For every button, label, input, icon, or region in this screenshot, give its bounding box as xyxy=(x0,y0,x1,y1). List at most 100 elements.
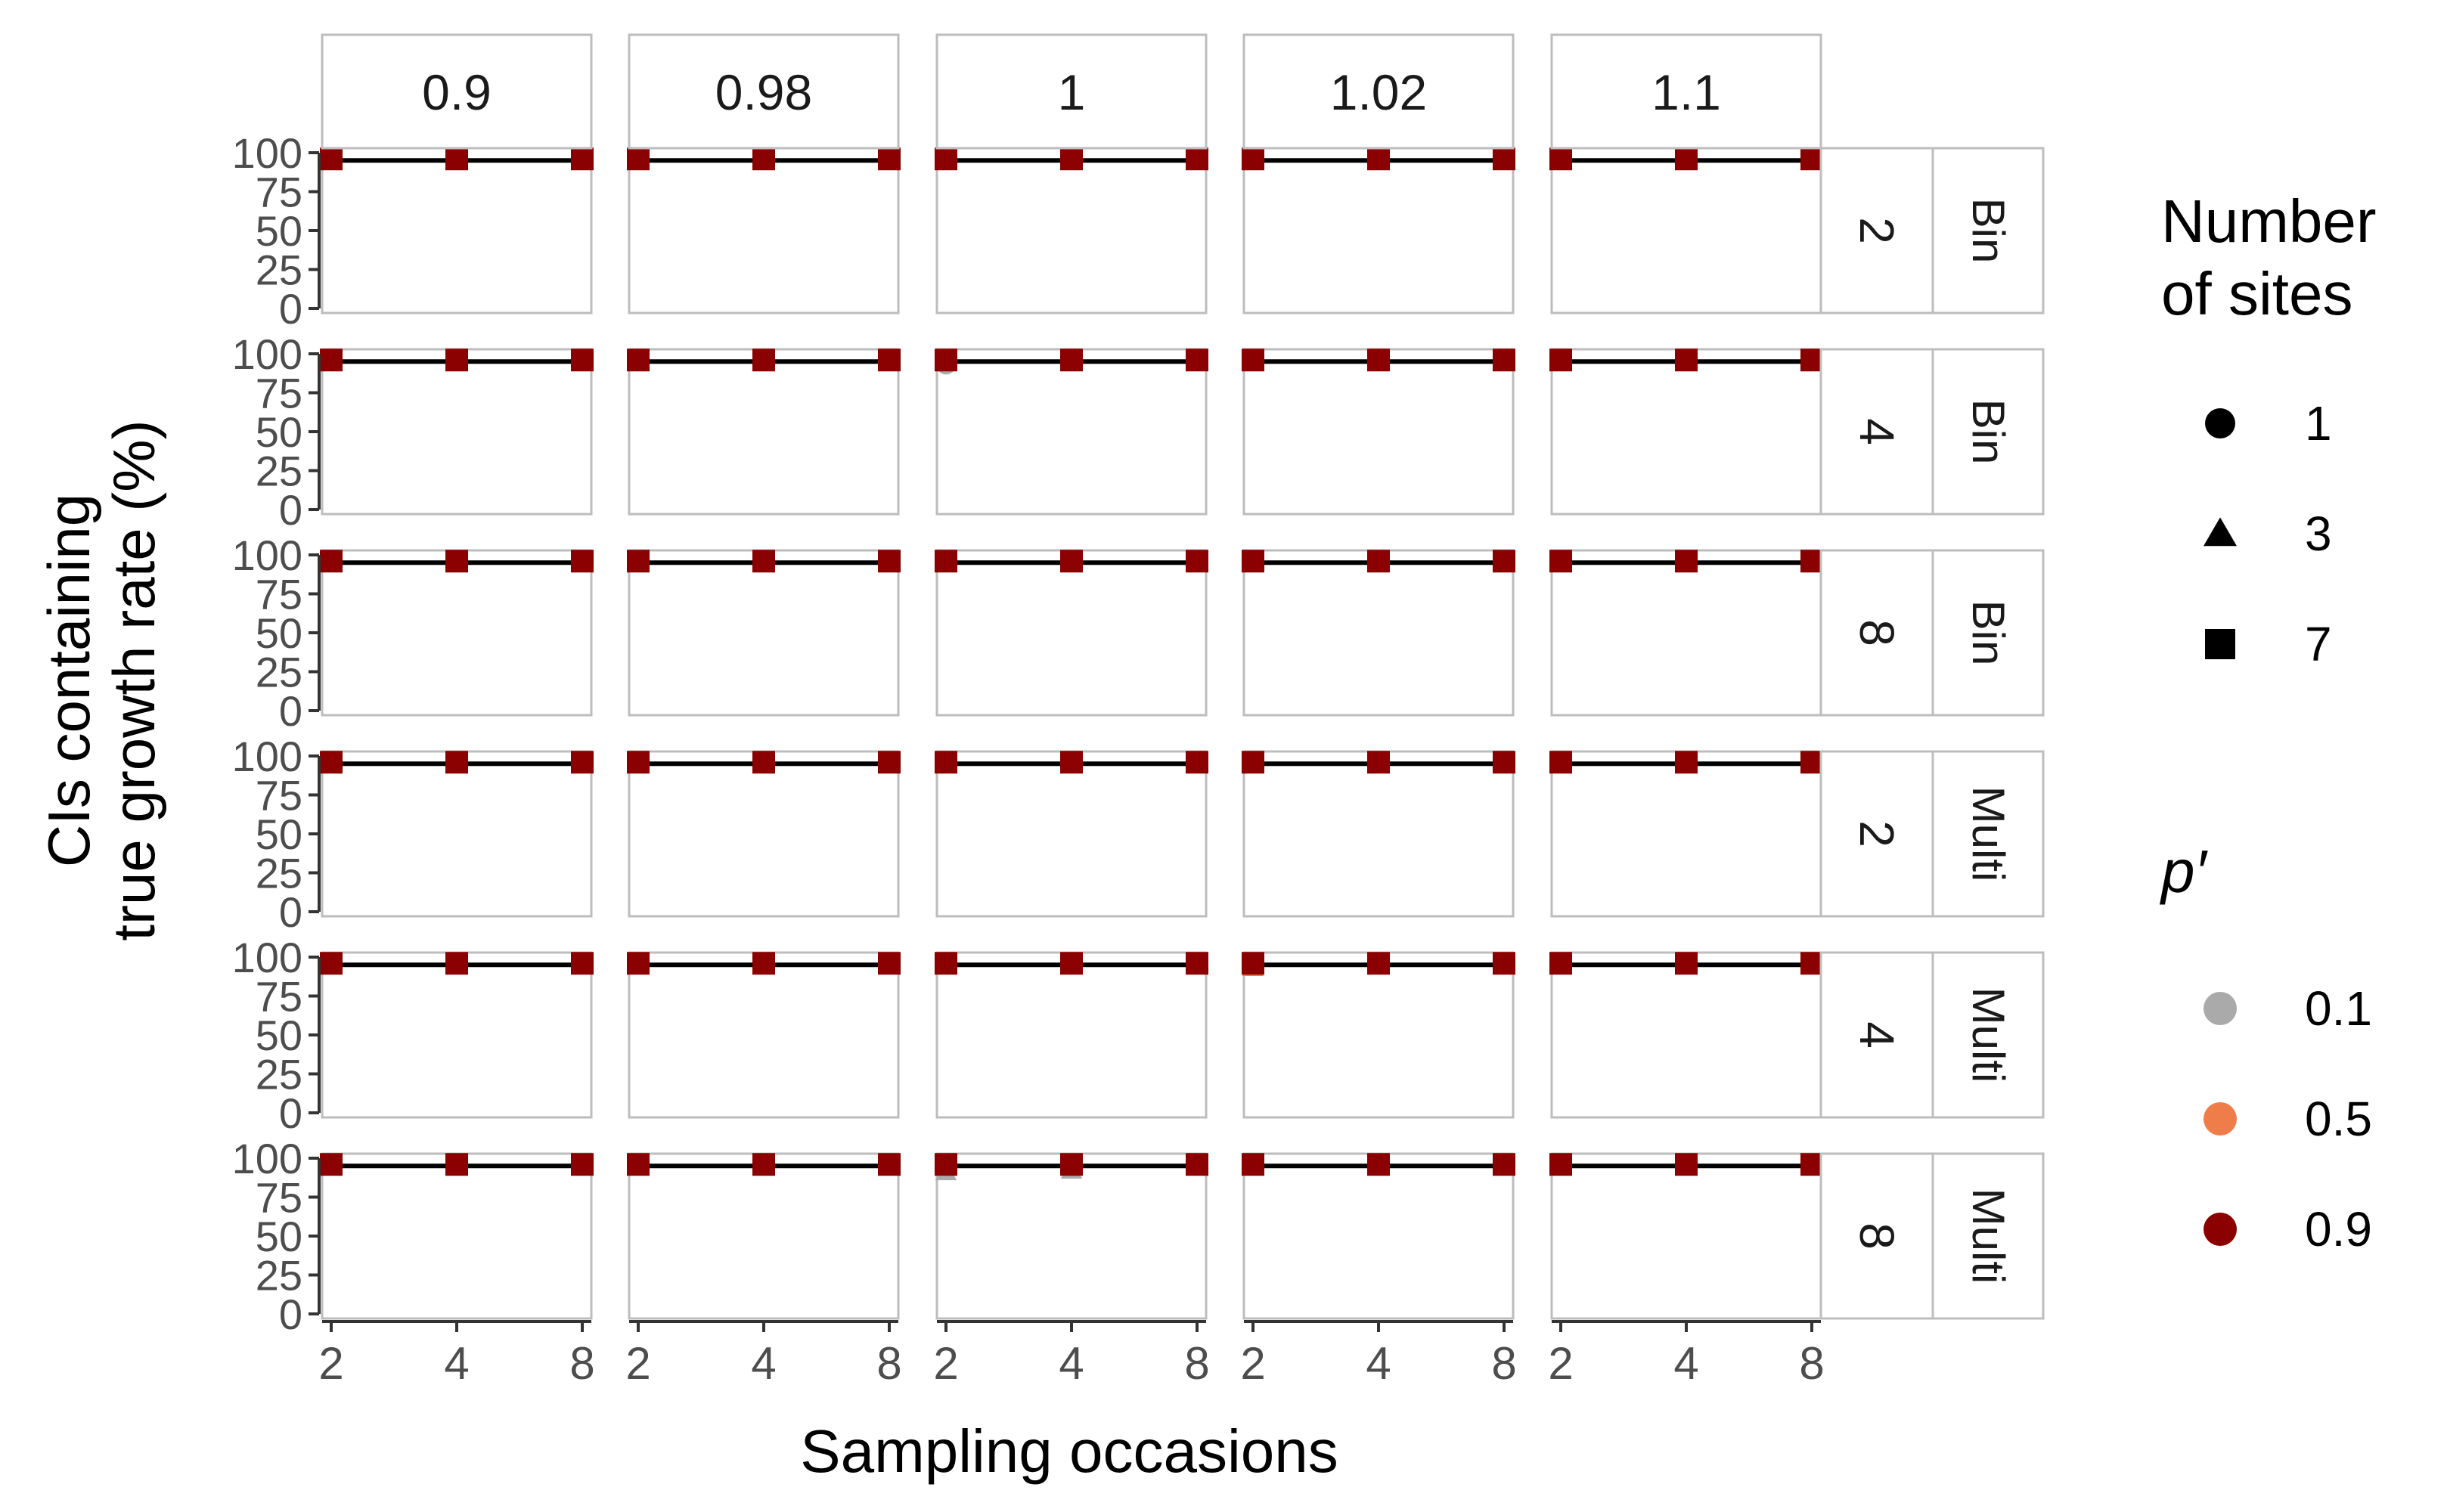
column-strip xyxy=(1550,33,1822,150)
data-point xyxy=(878,349,901,372)
facet-panel xyxy=(935,549,1208,717)
panel-border xyxy=(1550,348,1822,516)
column-strip-label: 0.9 xyxy=(422,64,492,120)
row-strip-sites xyxy=(1819,951,1934,1119)
facet-panel xyxy=(627,549,901,717)
data-point xyxy=(320,751,343,774)
panel-border xyxy=(1242,750,1515,918)
legend-color-swatch xyxy=(2204,1102,2237,1136)
data-point xyxy=(1186,147,1208,171)
data-point xyxy=(445,147,468,171)
y-tick-label: 75 xyxy=(256,169,302,216)
row-strip-sites-label: 8 xyxy=(1850,1222,1904,1250)
data-point xyxy=(1800,1153,1823,1176)
facet-panel xyxy=(627,750,901,918)
facet-strips: 0.9 0.98 1 1.02 1.1 2 Bin 4 Bin 8 Bin 2 Multi 4 Multi 8… xyxy=(321,33,2045,1320)
data-point xyxy=(1549,952,1572,975)
panel-border xyxy=(1242,1152,1515,1320)
legend-color-label: 0.5 xyxy=(2305,1092,2372,1146)
data-point xyxy=(878,550,901,573)
panel-grid xyxy=(320,147,1823,1320)
data-point xyxy=(1242,147,1264,171)
data-point xyxy=(1242,550,1264,573)
data-point xyxy=(1800,751,1823,774)
data-point xyxy=(1549,1153,1572,1176)
facet-panel xyxy=(320,348,594,516)
panel-border xyxy=(1550,951,1822,1119)
x-tick-label: 4 xyxy=(1673,1338,1698,1389)
y-tick-label: 0 xyxy=(279,888,302,936)
panel-border xyxy=(321,348,593,516)
data-point xyxy=(1367,147,1390,171)
data-point xyxy=(1675,147,1698,171)
data-point xyxy=(935,550,957,573)
x-tick-label: 2 xyxy=(625,1338,650,1389)
data-point xyxy=(1367,1153,1390,1176)
data-point xyxy=(571,1153,594,1176)
data-point xyxy=(320,550,343,573)
data-point xyxy=(752,349,775,372)
facet-panel xyxy=(935,1152,1208,1320)
column-strip-label: 1.02 xyxy=(1330,64,1427,120)
y-tick-label: 100 xyxy=(232,934,302,981)
facet-panel xyxy=(1549,348,1823,516)
y-tick-label: 50 xyxy=(256,810,302,858)
data-point xyxy=(445,751,468,774)
x-tick-label: 8 xyxy=(1799,1338,1824,1389)
legend-shape-label: 3 xyxy=(2305,507,2332,561)
panel-border xyxy=(628,1152,900,1320)
y-tick-label: 25 xyxy=(256,649,302,696)
panel-border xyxy=(935,348,1208,516)
facet-panel xyxy=(320,951,594,1119)
facet-panel xyxy=(627,147,901,314)
facet-panel xyxy=(320,1152,594,1320)
data-point xyxy=(627,147,650,171)
facet-panel xyxy=(320,750,594,918)
facet-panel xyxy=(1549,147,1823,314)
data-point xyxy=(445,349,468,372)
y-axis-label: CIs containing true growth rate (%) xyxy=(36,420,167,940)
facet-panel xyxy=(320,549,594,717)
data-point xyxy=(878,952,901,975)
panel-border xyxy=(1242,549,1515,717)
x-tick-label: 8 xyxy=(569,1338,594,1389)
y-tick-label: 50 xyxy=(256,609,302,657)
data-point xyxy=(752,952,775,975)
row-strip-sites xyxy=(1819,147,1934,314)
legend-shape-label: 1 xyxy=(2305,396,2332,451)
y-tick-label: 0 xyxy=(279,687,302,735)
data-point xyxy=(571,147,594,171)
data-point xyxy=(627,349,650,372)
data-point xyxy=(1367,349,1390,372)
data-point xyxy=(752,751,775,774)
x-tick-label: 8 xyxy=(1491,1338,1516,1389)
panel-border xyxy=(628,147,900,314)
data-point xyxy=(1186,952,1208,975)
facet-panel xyxy=(1549,1152,1823,1320)
data-point xyxy=(1493,751,1515,774)
y-tick-label: 25 xyxy=(256,448,302,495)
y-tick-label: 100 xyxy=(232,531,302,579)
y-tick-label: 0 xyxy=(279,1089,302,1137)
data-point xyxy=(935,147,957,171)
data-point xyxy=(627,550,650,573)
data-point xyxy=(1367,952,1390,975)
facet-panel xyxy=(1549,951,1823,1119)
panel-border xyxy=(935,147,1208,314)
legend-shape-title: of sites xyxy=(2161,260,2352,327)
data-point xyxy=(752,147,775,171)
y-tick-label: 0 xyxy=(279,285,302,333)
data-point xyxy=(1493,1153,1515,1176)
panel-border xyxy=(935,750,1208,918)
facet-panel xyxy=(1549,549,1823,717)
facet-panel xyxy=(627,348,901,516)
data-point xyxy=(1186,550,1208,573)
y-tick-label: 75 xyxy=(256,370,302,417)
facet-panel xyxy=(935,147,1208,314)
data-point xyxy=(1242,751,1264,774)
data-point xyxy=(1549,550,1572,573)
panel-border xyxy=(1550,549,1822,717)
data-point xyxy=(1060,349,1083,372)
